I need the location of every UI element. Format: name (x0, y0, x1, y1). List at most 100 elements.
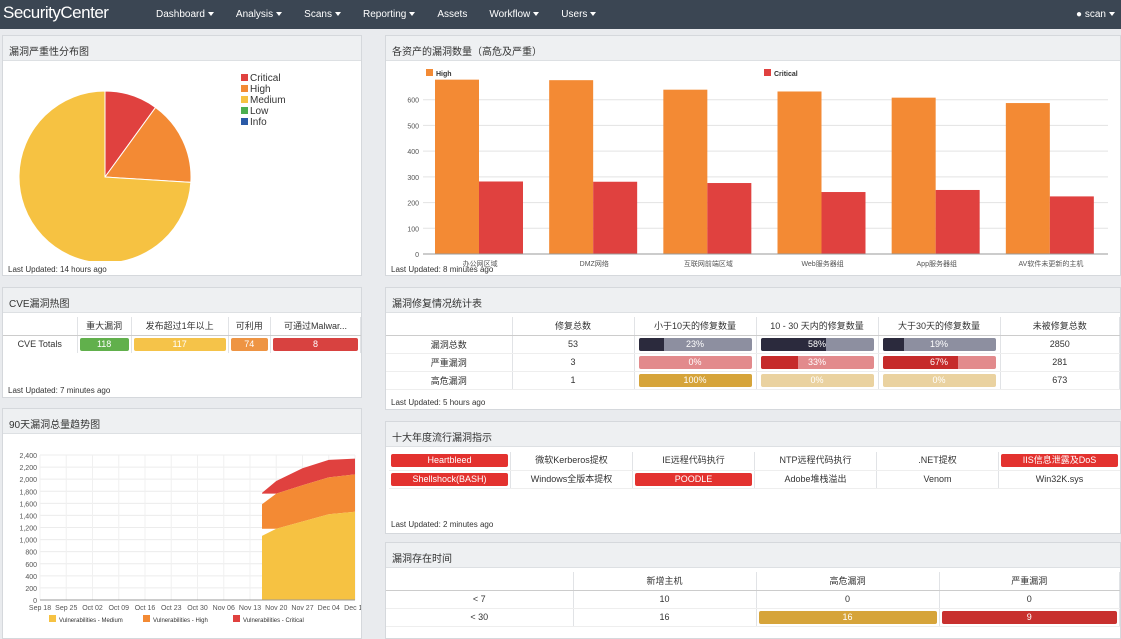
vuln-indicator-cell[interactable]: 微软Kerberos提权 (510, 452, 633, 471)
x-tick-label: Oct 09 (108, 605, 129, 612)
bar-high[interactable] (435, 79, 479, 255)
menu-assets[interactable]: Assets (437, 9, 467, 20)
x-tick-label: Nov 13 (239, 605, 261, 612)
percent-cell[interactable]: 58% (756, 335, 879, 354)
percent-cell[interactable]: 0% (878, 371, 1001, 390)
vuln-indicator-cell[interactable]: Shellshock(BASH) (389, 470, 511, 489)
age-cell[interactable]: 9 (939, 608, 1120, 627)
percent-bar: 0% (882, 373, 996, 387)
vuln-indicator-cell[interactable]: .NET提权 (876, 452, 999, 471)
bar-high[interactable] (777, 91, 822, 254)
bar-critical[interactable] (821, 192, 866, 254)
percent-cell[interactable]: 33% (756, 353, 879, 372)
menu-dashboard[interactable]: Dashboard (156, 9, 214, 20)
vuln-indicator-cell[interactable]: IIS信息泄露及DoS (998, 452, 1120, 471)
caret-down-icon (276, 12, 283, 17)
securitycenter-logo[interactable]: SecurityCenter (3, 3, 109, 22)
total-cell[interactable]: 3 (512, 353, 635, 372)
vuln-indicator-cell[interactable]: POODLE (632, 470, 755, 489)
user-icon: ● (1076, 9, 1083, 20)
username: scan (1084, 9, 1106, 20)
legend-low[interactable]: Low (241, 106, 286, 117)
unfixed-cell[interactable]: 673 (1000, 371, 1120, 390)
vuln-indicator-cell[interactable]: IE远程代码执行 (632, 452, 755, 471)
vuln-indicator-cell[interactable]: NTP远程代码执行 (754, 452, 877, 471)
vuln-indicator-cell[interactable]: Venom (876, 470, 999, 489)
trend-panel: 90天漏洞总量趋势图 0 200 400 600 800 1,000 1,200 1,400 1… (2, 408, 362, 639)
y-tick-label: 2,400 (19, 453, 37, 460)
remediation-table: 修复总数 小于10天的修复数量 10 - 30 天内的修复数量 大于30天的修复… (386, 317, 1120, 390)
cve-cell[interactable]: 117 (131, 335, 229, 353)
bar-critical[interactable] (479, 181, 523, 254)
legend-critical[interactable]: Critical (241, 73, 286, 84)
unfixed-cell[interactable]: 281 (1000, 353, 1120, 372)
bar-high[interactable] (549, 80, 594, 254)
legend-swatch (241, 74, 248, 81)
y-tick-label: 400 (25, 574, 37, 581)
menu-users[interactable]: Users (561, 9, 597, 20)
percent-cell[interactable]: 19% (878, 335, 1001, 354)
legend-label: High (436, 71, 452, 78)
bar-critical[interactable] (707, 183, 752, 254)
main-menu: Dashboard Analysis Scans Reporting Asset… (156, 0, 618, 29)
last-updated: Last Updated: 5 hours ago (391, 398, 486, 407)
cve-cell[interactable]: 118 (77, 335, 132, 353)
age-cell[interactable]: 0 (756, 590, 940, 609)
legend-label: Critical (250, 73, 281, 84)
menu-scans[interactable]: Scans (304, 9, 341, 20)
y-tick-label: 2,200 (19, 465, 37, 472)
menu-label: Analysis (235, 9, 274, 20)
bar-critical[interactable] (935, 189, 980, 254)
bar-high[interactable] (891, 97, 936, 255)
percent-cell[interactable]: 67% (878, 353, 1001, 372)
vuln-indicator-cell[interactable]: Windows全版本提权 (510, 470, 633, 489)
vuln-indicator-cell[interactable]: Adobe堆栈溢出 (754, 470, 877, 489)
y-tick-label: 400 (407, 149, 419, 156)
corner-cell (386, 317, 513, 336)
y-tick-label: 0 (33, 598, 37, 605)
total-cell[interactable]: 1 (512, 371, 635, 390)
cve-cell[interactable]: 74 (228, 335, 271, 353)
bar-critical[interactable] (1049, 196, 1094, 254)
menu-workflow[interactable]: Workflow (489, 9, 540, 20)
pie-slice-high[interactable] (104, 106, 192, 183)
pie-legend: Critical High Medium Low Info (241, 73, 286, 128)
percent-bar: 19% (882, 337, 996, 351)
user-menu[interactable]: ● scan (1076, 9, 1115, 20)
age-cell[interactable]: 10 (573, 590, 757, 609)
col-header: 10 - 30 天内的修复数量 (756, 317, 879, 336)
y-tick-label: 200 (25, 586, 37, 593)
corner-cell (3, 317, 78, 336)
age-cell[interactable]: 16 (573, 608, 757, 627)
vuln-indicator-cell[interactable]: Heartbleed (389, 452, 511, 471)
percent-cell[interactable]: 100% (634, 371, 757, 390)
y-tick-label: 100 (407, 226, 419, 233)
percent-cell[interactable]: 0% (634, 353, 757, 372)
bar-high[interactable] (663, 89, 708, 254)
bar-critical[interactable] (593, 181, 638, 254)
menu-reporting[interactable]: Reporting (363, 9, 416, 20)
total-cell[interactable]: 53 (512, 335, 635, 354)
legend-info[interactable]: Info (241, 117, 286, 128)
caret-down-icon (590, 12, 597, 17)
unfixed-cell[interactable]: 2850 (1000, 335, 1120, 354)
asset-bar-chart: 0 100 200 300 400 500 600 办公网区域 DMZ网络 互联网前端区域 Web服… (407, 69, 1108, 268)
vuln-indicator-cell[interactable]: Win32K.sys (998, 470, 1120, 489)
x-tick-label: Web服务器组 (801, 259, 843, 268)
cve-cell[interactable]: 8 (270, 335, 361, 353)
area-critical (262, 458, 355, 494)
bar-high[interactable] (1005, 103, 1050, 254)
percent-cell[interactable]: 0% (756, 371, 879, 390)
age-cell[interactable]: 0 (939, 590, 1120, 609)
vuln-age-panel: 漏洞存在时间 新增主机 高危漏洞 严重漏洞 < 7 10 0 0 < 30 16… (385, 542, 1121, 639)
percent-cell[interactable]: 23% (634, 335, 757, 354)
age-cell[interactable]: 16 (756, 608, 940, 627)
percent-bar: 23% (638, 337, 752, 351)
y-tick-label: 1,800 (19, 489, 37, 496)
menu-analysis[interactable]: Analysis (235, 9, 283, 20)
pie-slice-medium[interactable] (18, 90, 192, 261)
vuln-indicator: Adobe堆栈溢出 (784, 473, 847, 484)
legend-high[interactable]: High (241, 84, 286, 95)
legend-medium[interactable]: Medium (241, 95, 286, 106)
col-header: 大于30天的修复数量 (878, 317, 1001, 336)
